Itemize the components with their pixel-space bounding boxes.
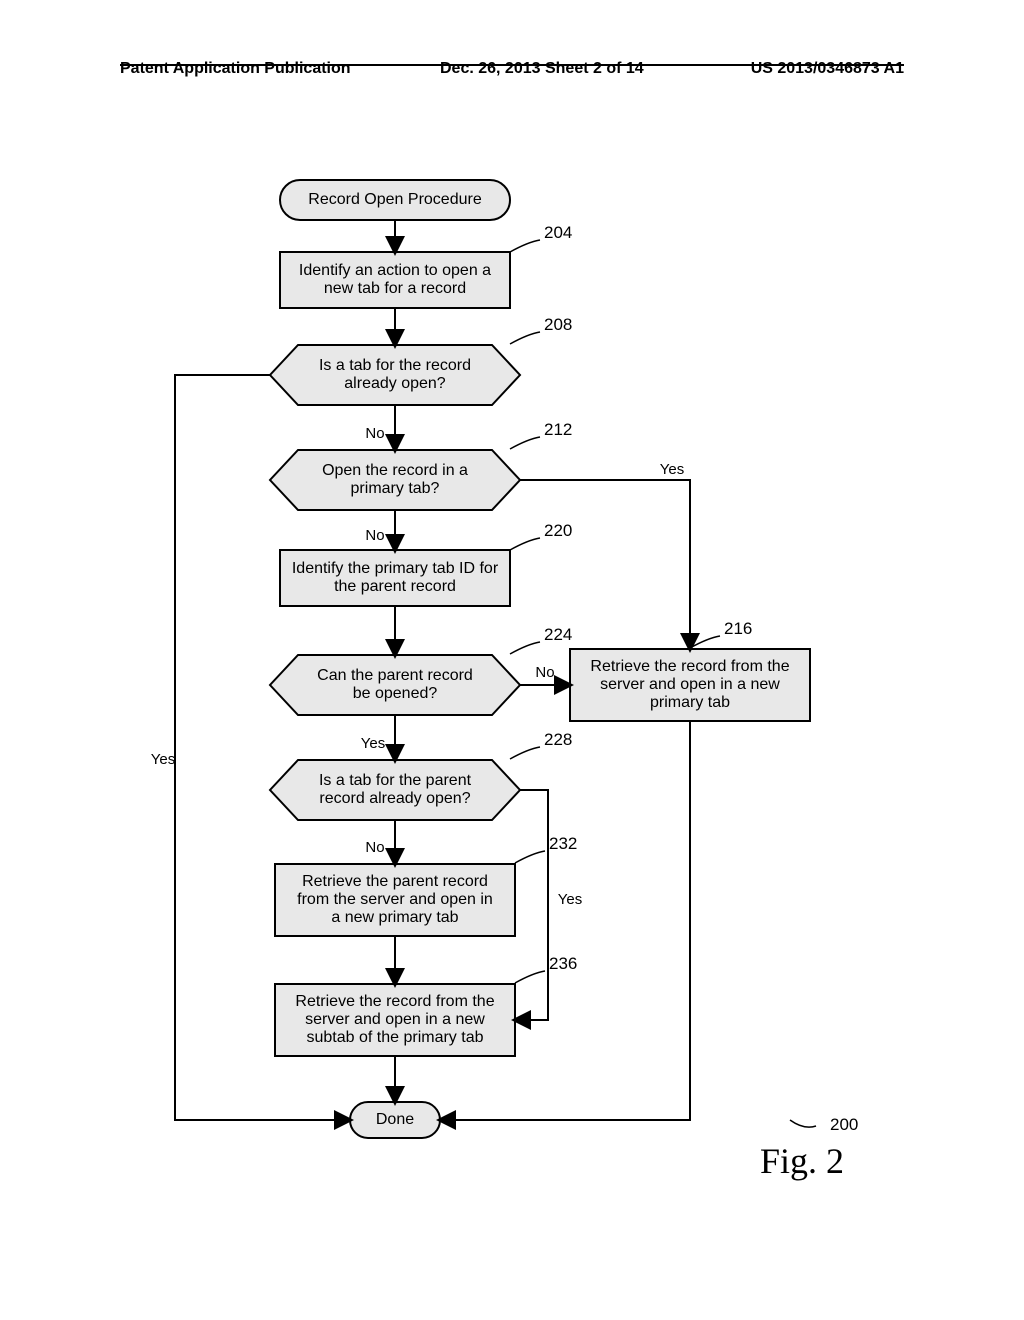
- svg-text:Retrieve the record from the: Retrieve the record from the: [295, 993, 494, 1010]
- svg-text:Identify the primary tab ID fo: Identify the primary tab ID for: [292, 560, 499, 577]
- svg-text:primary tab: primary tab: [650, 694, 730, 711]
- svg-text:Identify an action to open a: Identify an action to open a: [299, 262, 491, 279]
- svg-text:208: 208: [544, 315, 572, 334]
- svg-text:Retrieve the parent record: Retrieve the parent record: [302, 873, 488, 890]
- svg-text:Yes: Yes: [558, 891, 582, 908]
- page: Patent Application Publication Dec. 26, …: [0, 0, 1024, 1320]
- header-pubnum: US 2013/0346873 A1: [751, 60, 904, 78]
- svg-text:a new primary tab: a new primary tab: [331, 909, 458, 926]
- svg-text:new tab for a record: new tab for a record: [324, 280, 466, 297]
- svg-text:Yes: Yes: [660, 461, 684, 478]
- svg-text:228: 228: [544, 730, 572, 749]
- svg-text:216: 216: [724, 619, 752, 638]
- svg-text:server and open in a new: server and open in a new: [305, 1011, 485, 1028]
- svg-text:Yes: Yes: [361, 735, 385, 752]
- page-header: Patent Application Publication Dec. 26, …: [120, 60, 904, 66]
- svg-text:220: 220: [544, 521, 572, 540]
- svg-text:Record Open Procedure: Record Open Procedure: [308, 191, 482, 208]
- svg-text:Is a tab for the record: Is a tab for the record: [319, 357, 471, 374]
- svg-text:Yes: Yes: [151, 751, 175, 768]
- svg-text:Is a tab for the parent: Is a tab for the parent: [319, 772, 472, 789]
- svg-text:232: 232: [549, 834, 577, 853]
- svg-text:subtab of the primary tab: subtab of the primary tab: [307, 1029, 484, 1046]
- svg-text:the parent record: the parent record: [334, 578, 456, 595]
- figure-label: Fig. 2: [760, 1140, 844, 1182]
- svg-text:Retrieve the record from the: Retrieve the record from the: [590, 658, 789, 675]
- svg-text:primary tab?: primary tab?: [351, 480, 440, 497]
- svg-text:236: 236: [549, 954, 577, 973]
- svg-text:204: 204: [544, 223, 572, 242]
- svg-text:be opened?: be opened?: [353, 685, 438, 702]
- svg-text:No: No: [365, 839, 384, 856]
- edge-13: [515, 790, 548, 1020]
- svg-text:212: 212: [544, 420, 572, 439]
- svg-text:Can the parent record: Can the parent record: [317, 667, 473, 684]
- header-date: Dec. 26, 2013 Sheet 2 of 14: [440, 60, 644, 78]
- svg-text:200: 200: [830, 1115, 858, 1134]
- svg-text:No: No: [365, 425, 384, 442]
- svg-text:from the server and open in: from the server and open in: [297, 891, 493, 908]
- svg-text:No: No: [535, 664, 554, 681]
- svg-text:Open the record in a: Open the record in a: [322, 462, 468, 479]
- svg-text:already open?: already open?: [344, 375, 446, 392]
- svg-text:224: 224: [544, 625, 572, 644]
- svg-text:Done: Done: [376, 1111, 414, 1128]
- edge-10: [520, 480, 690, 649]
- svg-text:record already open?: record already open?: [319, 790, 470, 807]
- svg-text:No: No: [365, 527, 384, 544]
- svg-text:server and open in a new: server and open in a new: [600, 676, 780, 693]
- header-publication: Patent Application Publication: [120, 60, 351, 78]
- flowchart: Record Open Procedure Identify an action …: [0, 100, 1024, 1300]
